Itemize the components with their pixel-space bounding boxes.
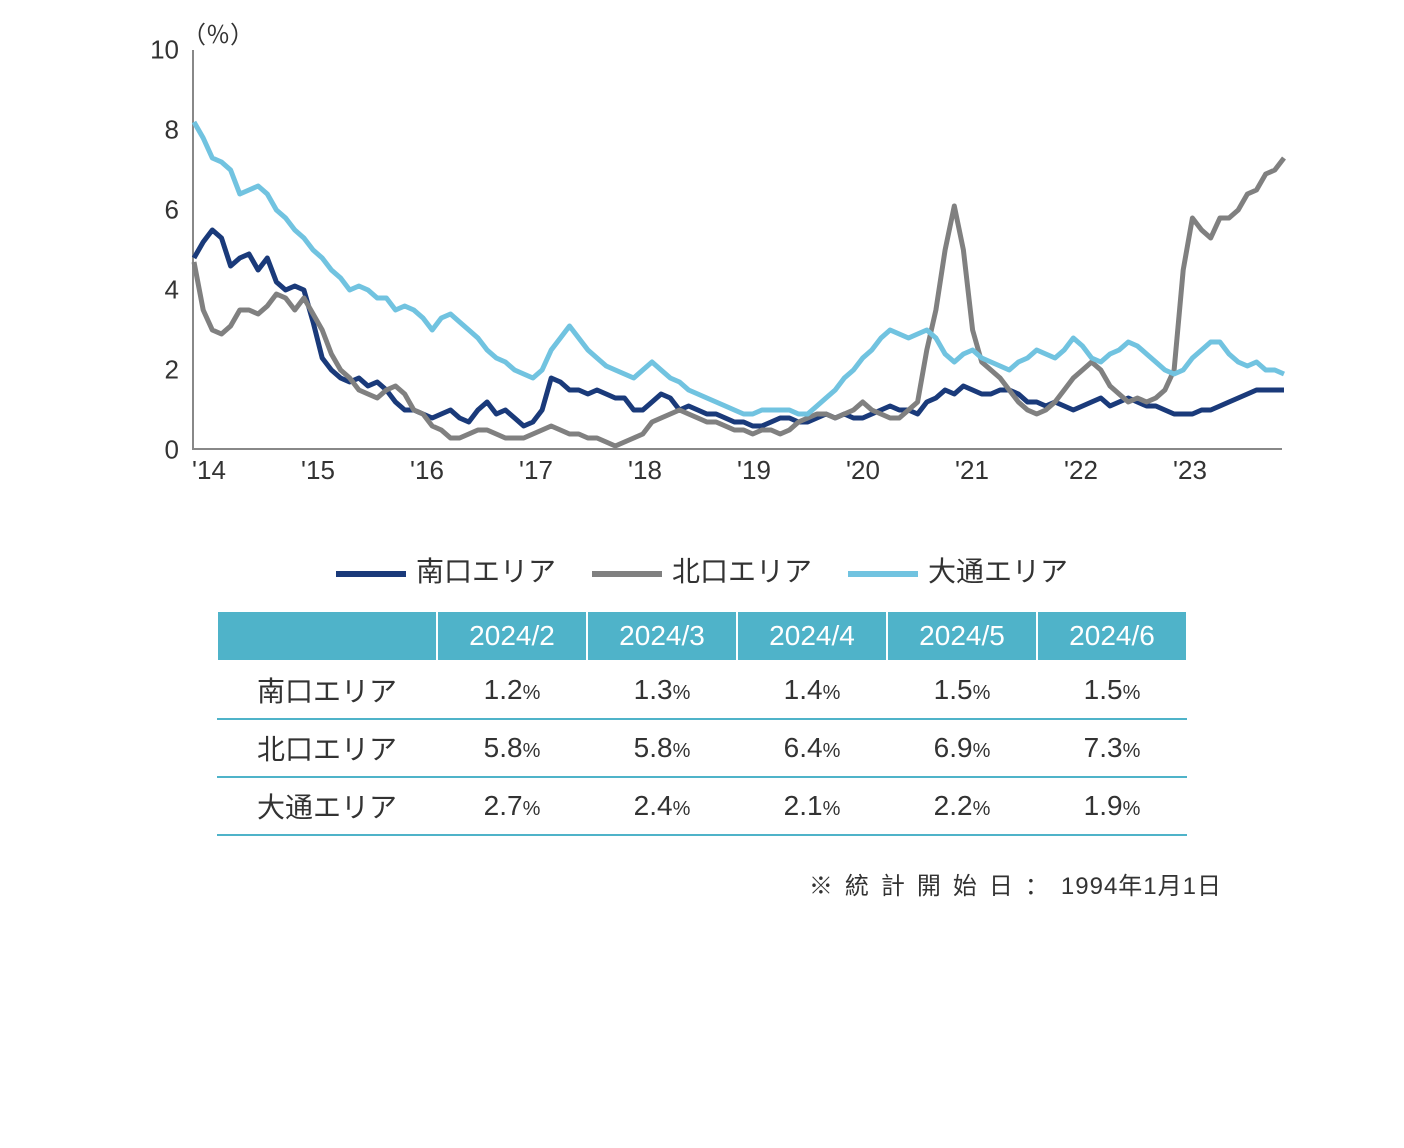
table-row: 北口エリア5.8%5.8%6.4%6.9%7.3% xyxy=(217,719,1187,777)
series-line xyxy=(194,122,1284,414)
table-cell: 6.4% xyxy=(737,719,887,777)
x-tick: '22 xyxy=(1064,455,1098,486)
table-col-header: 2024/2 xyxy=(437,611,587,661)
footnote-prefix: ※統計開始日： xyxy=(809,873,1061,900)
y-tick: 8 xyxy=(139,115,179,146)
footnote-date: 1994年1月1日 xyxy=(1061,873,1222,900)
table-cell: 2.2% xyxy=(887,777,1037,835)
table-row-label: 北口エリア xyxy=(217,719,437,777)
y-tick: 10 xyxy=(139,35,179,66)
x-tick: '21 xyxy=(955,455,989,486)
table-row: 南口エリア1.2%1.3%1.4%1.5%1.5% xyxy=(217,661,1187,719)
plot-area: 0246810 '14'15'16'17'18'19'20'21'22'23 xyxy=(192,50,1282,450)
table-cell: 1.9% xyxy=(1037,777,1187,835)
table-cell: 1.5% xyxy=(887,661,1037,719)
y-tick: 2 xyxy=(139,355,179,386)
table-row-label: 南口エリア xyxy=(217,661,437,719)
table-cell: 7.3% xyxy=(1037,719,1187,777)
x-tick: '19 xyxy=(737,455,771,486)
footnote: ※統計開始日：1994年1月1日 xyxy=(102,866,1302,901)
x-tick: '15 xyxy=(301,455,335,486)
table-row: 大通エリア2.7%2.4%2.1%2.2%1.9% xyxy=(217,777,1187,835)
table-corner xyxy=(217,611,437,661)
legend-item: 北口エリア xyxy=(592,550,812,590)
chart-svg xyxy=(194,50,1284,450)
chart-legend: 南口エリア 北口エリア 大通エリア xyxy=(102,550,1302,590)
legend-item: 大通エリア xyxy=(848,550,1068,590)
y-axis-unit: （％） xyxy=(182,15,254,50)
table-col-header: 2024/5 xyxy=(887,611,1037,661)
table-cell: 1.2% xyxy=(437,661,587,719)
x-tick: '20 xyxy=(846,455,880,486)
x-tick: '23 xyxy=(1173,455,1207,486)
line-chart: （％） 0246810 '14'15'16'17'18'19'20'21'22'… xyxy=(102,20,1302,500)
table-cell: 2.1% xyxy=(737,777,887,835)
legend-swatch xyxy=(336,571,406,577)
x-tick: '18 xyxy=(628,455,662,486)
data-table: 2024/22024/32024/42024/52024/6 南口エリア1.2%… xyxy=(216,610,1188,836)
legend-item: 南口エリア xyxy=(336,550,556,590)
table-cell: 1.4% xyxy=(737,661,887,719)
x-tick: '16 xyxy=(410,455,444,486)
table-cell: 6.9% xyxy=(887,719,1037,777)
x-tick: '17 xyxy=(519,455,553,486)
table-cell: 5.8% xyxy=(437,719,587,777)
table-row-label: 大通エリア xyxy=(217,777,437,835)
table-col-header: 2024/3 xyxy=(587,611,737,661)
y-tick: 6 xyxy=(139,195,179,226)
table-col-header: 2024/4 xyxy=(737,611,887,661)
legend-label: 北口エリア xyxy=(672,556,812,587)
table-cell: 2.4% xyxy=(587,777,737,835)
y-tick: 0 xyxy=(139,435,179,466)
table-cell: 2.7% xyxy=(437,777,587,835)
legend-label: 大通エリア xyxy=(928,556,1068,587)
table-col-header: 2024/6 xyxy=(1037,611,1187,661)
legend-label: 南口エリア xyxy=(416,556,556,587)
legend-swatch xyxy=(848,571,918,577)
table-cell: 5.8% xyxy=(587,719,737,777)
x-tick: '14 xyxy=(192,455,226,486)
table-cell: 1.3% xyxy=(587,661,737,719)
y-tick: 4 xyxy=(139,275,179,306)
legend-swatch xyxy=(592,571,662,577)
table-cell: 1.5% xyxy=(1037,661,1187,719)
